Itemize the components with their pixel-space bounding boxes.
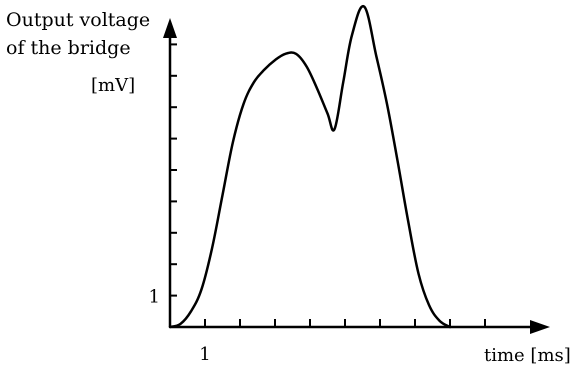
y-axis-label-line-1: Output voltage <box>6 9 150 31</box>
y-axis-label-line-3: [mV] <box>91 75 135 96</box>
axis-ticks <box>170 43 486 327</box>
y-tick-label-1: 1 <box>149 287 160 308</box>
series-points <box>169 6 451 328</box>
y-axis-label-line-2: of the bridge <box>6 37 131 59</box>
series-line <box>168 4 452 329</box>
x-axis-arrowhead <box>530 320 550 334</box>
x-axis-label: time [ms] <box>484 345 571 366</box>
y-axis-arrowhead <box>163 18 177 38</box>
x-tick-label-1: 1 <box>199 344 210 365</box>
